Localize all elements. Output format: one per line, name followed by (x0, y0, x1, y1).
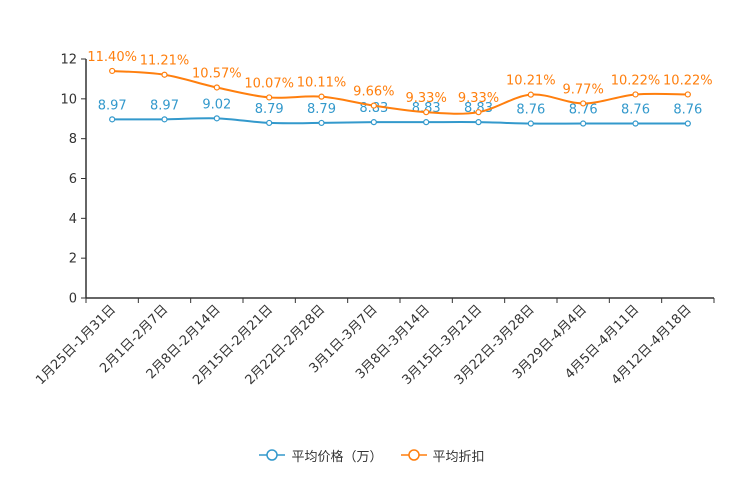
series-average-price: 8.978.979.028.798.798.838.838.838.768.76… (98, 97, 702, 127)
series-line-average-price (112, 117, 688, 125)
data-point (475, 109, 482, 116)
chart-legend: 平均价格（万） 平均折扣 (0, 444, 744, 466)
data-label: 9.66% (353, 85, 394, 100)
data-point (109, 67, 116, 75)
data-label: 10.21% (506, 74, 556, 89)
data-label: 9.77% (563, 82, 604, 97)
data-point (527, 120, 534, 127)
data-label: 10.07% (244, 76, 294, 91)
data-point (370, 119, 377, 126)
data-point (266, 119, 273, 127)
data-label: 11.40% (87, 50, 137, 65)
y-tick-label: 0 (69, 292, 77, 307)
data-label: 10.22% (663, 73, 713, 88)
line-chart: 0246810121月25日-1月31日2月1日-2月7日2月8日-2月14日2… (33, 50, 715, 388)
data-label: 8.76 (569, 103, 598, 118)
y-tick-label: 8 (69, 132, 77, 147)
data-point (213, 115, 220, 122)
data-point (318, 93, 325, 100)
data-label: 8.76 (516, 103, 545, 118)
legend-label-average-discount: 平均折扣 (432, 449, 485, 465)
data-point (370, 102, 377, 109)
data-label: 11.21% (140, 54, 190, 69)
data-point (684, 120, 691, 127)
data-label: 9.33% (458, 91, 499, 106)
legend-line-circle-icon (400, 449, 427, 461)
data-label: 9.02 (202, 97, 231, 112)
data-label: 9.33% (406, 91, 447, 106)
y-tick-label: 4 (69, 212, 77, 227)
y-tick-label: 6 (69, 172, 77, 187)
data-label: 8.76 (673, 103, 702, 118)
data-point (318, 119, 325, 127)
data-label: 10.11% (297, 76, 347, 91)
series-average-discount: 11.40% 11.21%10.57%10.07% 10.11% 9.66% 9.33%… (87, 50, 713, 116)
y-tick-label: 12 (60, 53, 77, 68)
data-label: 10.22% (611, 73, 661, 88)
data-point (266, 94, 273, 101)
series-line-average-discount (112, 69, 688, 115)
data-label: 10.57% (192, 66, 242, 81)
data-label: 8.97 (150, 98, 179, 113)
data-label: 8.79 (255, 102, 284, 117)
data-label: 8.97 (98, 98, 127, 113)
data-point (580, 120, 587, 127)
legend-item-average-discount[interactable]: 平均折扣 (400, 446, 485, 465)
legend-item-average-price[interactable]: 平均价格（万） (259, 446, 383, 465)
data-point (632, 91, 639, 98)
data-label: 8.76 (621, 103, 650, 118)
legend-line-circle-icon (259, 449, 286, 461)
data-point (527, 91, 534, 98)
chart-series: 8.978.979.028.798.798.838.838.838.768.76… (87, 50, 713, 127)
legend-label-average-price: 平均价格（万） (291, 449, 383, 465)
data-point (161, 116, 168, 123)
data-point (580, 100, 587, 107)
data-point (161, 71, 168, 78)
data-point (109, 116, 116, 123)
data-point (423, 109, 430, 116)
data-point (213, 84, 220, 91)
data-label: 8.79 (307, 102, 336, 117)
data-point (684, 91, 691, 98)
data-point (632, 120, 639, 127)
data-point (475, 119, 482, 126)
y-tick-label: 2 (69, 252, 77, 267)
data-point (423, 119, 430, 126)
y-tick-label: 10 (60, 92, 77, 107)
